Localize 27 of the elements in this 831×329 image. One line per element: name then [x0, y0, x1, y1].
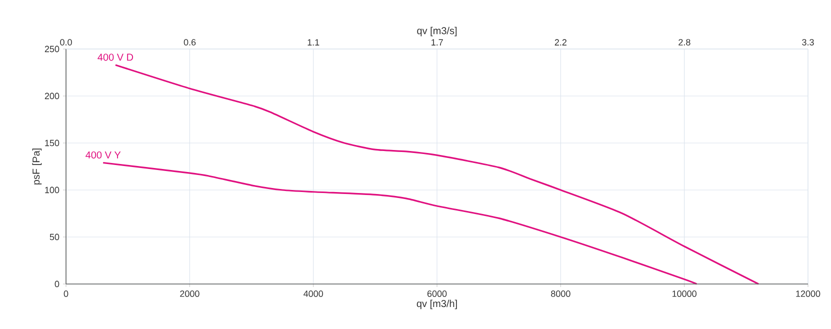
x2-tick-label: 0.0: [60, 39, 72, 46]
x2-tick-label: 2.2: [554, 39, 566, 46]
x2-tick-label: 3.3: [802, 39, 814, 46]
y-tick-label: 250: [44, 46, 60, 52]
y-tick-label: 0: [54, 280, 60, 288]
x-axis-title: qv [m3/h]: [416, 300, 457, 310]
x-tick-label: 4000: [304, 290, 323, 297]
x-tick-label: 10000: [672, 290, 696, 297]
x-tick-label: 2000: [180, 290, 200, 297]
y-tick-label: 200: [44, 92, 60, 100]
series-label: 400 V D: [98, 54, 134, 61]
y-tick-label: 150: [45, 140, 60, 146]
series-label: 400 V Y: [86, 151, 121, 159]
line-series: [102, 162, 698, 285]
y-tick-label: 100: [45, 186, 60, 194]
x-tick-label: 0: [64, 290, 68, 297]
x2-axis-title: qv [m3/s]: [417, 26, 457, 36]
y-axis-title: psF [Pa]: [32, 148, 42, 184]
y-tick-label: 50: [50, 234, 60, 240]
x2-tick-label: 2.8: [678, 39, 690, 46]
x-tick-label: 6000: [427, 290, 447, 297]
x2-tick-label: 1.7: [432, 39, 443, 46]
x2-tick-label: 0.6: [184, 39, 196, 46]
x-tick-label: 8000: [551, 290, 570, 297]
x2-tick-label: 1.1: [308, 39, 320, 46]
line-series: [114, 64, 760, 285]
x-tick-label: 12000: [796, 290, 820, 297]
